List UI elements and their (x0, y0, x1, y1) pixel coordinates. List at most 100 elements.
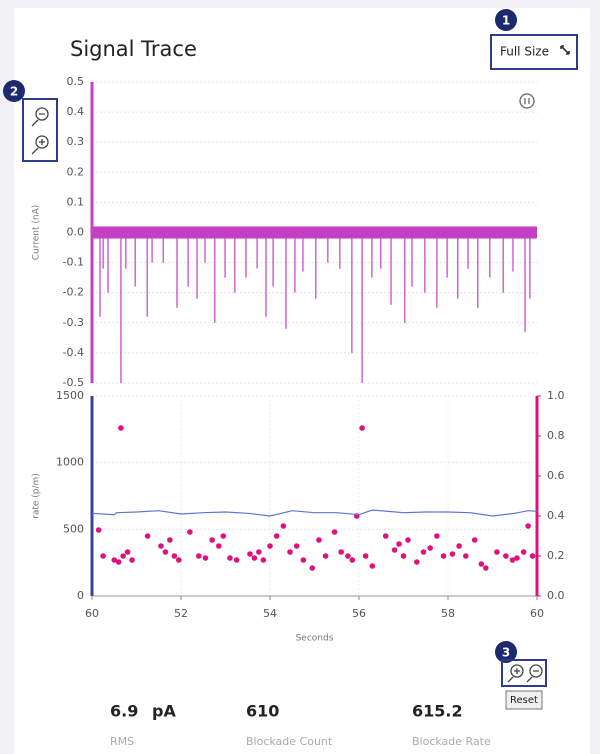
stat-label: Blockade Rate (412, 735, 491, 748)
event-point (167, 537, 173, 543)
event-point (338, 549, 345, 555)
event-point (267, 543, 273, 549)
badge-label: 3 (502, 646, 510, 660)
highlight-box (490, 34, 578, 70)
y-tick-label: 0.1 (67, 195, 85, 208)
event-point (95, 527, 102, 533)
event-point (115, 559, 122, 565)
event-point (503, 553, 509, 559)
y2-tick-label: 0.8 (547, 429, 565, 442)
zoom-in[interactable] (31, 135, 49, 155)
x-tick-label: 56 (352, 607, 366, 620)
x-tick-label: 60 (530, 607, 544, 620)
event-point (525, 523, 531, 529)
event-point (158, 543, 164, 549)
event-point (287, 549, 293, 555)
event-point (391, 547, 398, 553)
event-point (251, 555, 258, 561)
rate-line (91, 509, 538, 517)
y-tick-label: 0.2 (67, 165, 85, 178)
event-point (483, 565, 489, 571)
y-tick-label: -0.3 (63, 316, 84, 329)
pause-button[interactable] (519, 93, 535, 109)
event-point (349, 557, 356, 563)
event-point (478, 561, 485, 567)
event-point (420, 549, 427, 555)
full-size-button[interactable]: Full Size (490, 34, 578, 70)
event-point (175, 557, 182, 563)
event-point (369, 563, 376, 569)
stat-value: 615.2 (412, 702, 463, 721)
zoom-out[interactable] (526, 664, 543, 683)
event-point (120, 553, 126, 559)
y-tick-label: 1000 (56, 456, 84, 469)
x-tick-label: 60 (85, 607, 99, 620)
event-point (359, 425, 365, 431)
event-point (520, 549, 527, 555)
event-point (434, 533, 440, 539)
highlight-box (22, 98, 58, 162)
event-point (256, 549, 262, 555)
stat-value: 610 (246, 702, 279, 721)
event-point (322, 553, 329, 559)
y-tick-label: 0.0 (67, 226, 85, 239)
event-point (187, 529, 193, 535)
event-point (273, 533, 280, 539)
y2-tick-label: 1.0 (547, 389, 565, 402)
event-point (233, 557, 240, 563)
event-point (260, 557, 267, 563)
event-point (300, 557, 307, 563)
y2-tick-label: 0.0 (547, 589, 565, 602)
event-point (345, 553, 351, 559)
y-tick-label: -0.4 (63, 346, 84, 359)
tooltip (505, 690, 543, 710)
event-point (202, 555, 209, 561)
event-point (494, 549, 500, 555)
event-point (509, 557, 516, 563)
event-point (227, 555, 233, 561)
stat-label: RMS (110, 735, 134, 748)
zoom-in[interactable] (507, 664, 524, 683)
badge-label: 1 (502, 14, 510, 28)
x-tick-label: 54 (263, 607, 277, 620)
event-point (331, 529, 338, 535)
y-axis-label: rate (p/m) (32, 473, 42, 519)
event-point (220, 533, 227, 539)
y-tick-label: 0 (77, 589, 84, 602)
y-tick-label: 1500 (56, 389, 84, 402)
y-tick-label: -0.2 (63, 286, 84, 299)
badge (495, 641, 517, 663)
event-point (124, 549, 131, 555)
zoom-out[interactable] (31, 107, 49, 127)
event-point (449, 551, 456, 557)
event-point (247, 551, 253, 557)
event-point (196, 553, 202, 559)
expand-icon (560, 45, 570, 55)
event-point (129, 557, 135, 563)
event-point (456, 543, 462, 549)
event-point (209, 537, 215, 543)
event-point (309, 565, 316, 571)
event-point (100, 553, 106, 559)
button-label[interactable]: Full Size (500, 45, 549, 59)
event-point (162, 549, 169, 555)
y2-tick-label: 0.6 (547, 469, 565, 482)
stat-value: 6.9 (110, 702, 138, 721)
title: Signal Trace (70, 37, 197, 61)
event-point (118, 425, 124, 431)
event-point (293, 543, 300, 549)
y-tick-label: -0.1 (63, 256, 84, 269)
event-point (400, 553, 407, 559)
event-point (440, 553, 447, 559)
y-axis-label: Current (nA) (32, 205, 42, 261)
y2-tick-label: 0.2 (547, 549, 565, 562)
tooltip-label: Reset (510, 695, 538, 706)
stat-unit: pA (152, 702, 176, 721)
event-point (514, 555, 520, 561)
highlight-box (501, 659, 547, 687)
event-point (362, 553, 369, 559)
event-point (463, 553, 469, 559)
event-point (382, 533, 389, 539)
stat-label: Blockade Count (246, 735, 333, 748)
